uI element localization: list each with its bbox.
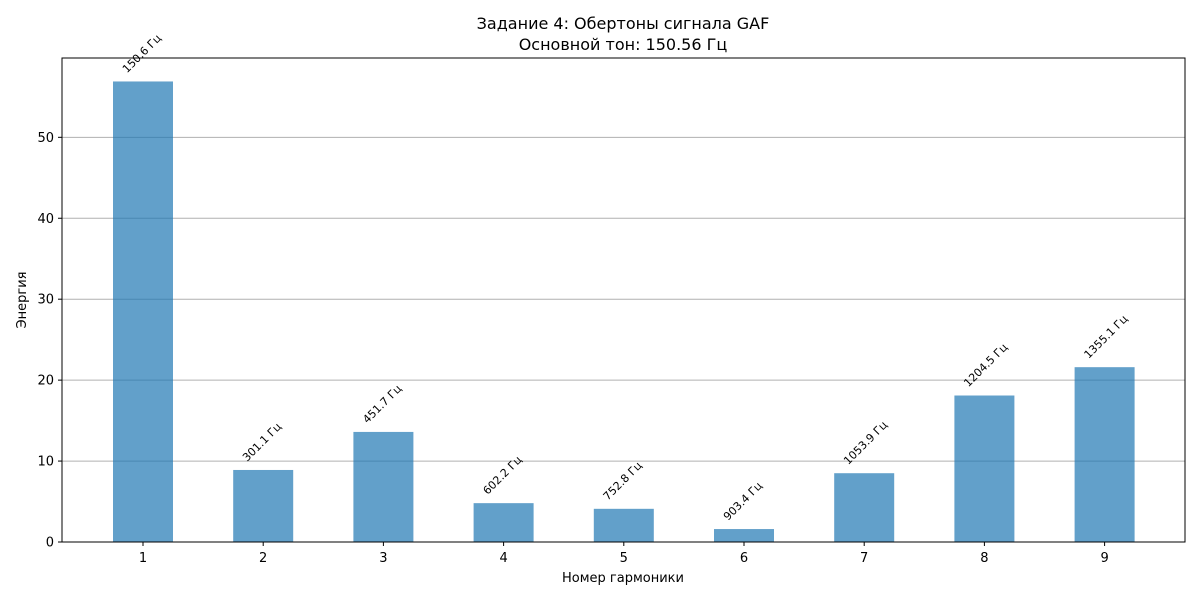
x-tick-label-1: 1 — [139, 551, 147, 566]
x-tick-label-9: 9 — [1100, 551, 1108, 566]
bar-8 — [954, 395, 1015, 542]
x-tick-label-7: 7 — [860, 551, 868, 566]
chart-subtitle: Основной тон: 150.56 Гц — [519, 35, 728, 54]
grid-lines — [62, 136, 1185, 462]
bar-label-3: 451.7 Гц — [360, 382, 404, 426]
x-tick-label-2: 2 — [259, 551, 267, 566]
bar-label-8: 1204.5 Гц — [961, 341, 1010, 390]
y-tick-label-1: 10 — [37, 455, 54, 470]
bar-3 — [353, 431, 414, 542]
y-tick-label-3: 30 — [37, 293, 54, 308]
bar-6 — [714, 529, 774, 542]
x-tick-label-5: 5 — [620, 551, 628, 566]
y-axis-label: Энергия — [15, 272, 30, 329]
bar-5 — [593, 508, 654, 542]
y-tick-label-2: 20 — [37, 374, 54, 389]
bar-7 — [834, 473, 895, 542]
bars — [113, 81, 1135, 543]
x-tick-label-8: 8 — [980, 551, 988, 566]
x-tick-label-4: 4 — [499, 551, 507, 566]
bar-label-9: 1355.1 Гц — [1082, 312, 1131, 361]
x-tick-label-3: 3 — [379, 551, 387, 566]
bar-label-2: 301.1 Гц — [240, 420, 284, 464]
bar-4 — [473, 503, 534, 542]
chart-title: Задание 4: Обертоны сигнала GAF — [477, 14, 770, 33]
bar-label-7: 1053.9 Гц — [841, 418, 890, 467]
bar-label-4: 602.2 Гц — [481, 453, 525, 497]
x-axis-ticks: 1 2 3 4 5 6 7 8 9 — [139, 542, 1109, 566]
bar-label-6: 903.4 Гц — [721, 479, 765, 523]
y-tick-label-5: 50 — [37, 131, 54, 146]
plot-frame — [61, 57, 1186, 543]
bar-label-1: 150.6 Гц — [120, 32, 164, 76]
bar-9 — [1074, 367, 1135, 542]
y-axis-ticks: 0 10 20 30 40 50 — [37, 131, 62, 551]
x-tick-label-6: 6 — [740, 551, 748, 566]
x-axis-label: Номер гармоники — [562, 571, 684, 586]
y-tick-label-0: 0 — [46, 536, 54, 551]
bar-label-5: 752.8 Гц — [601, 459, 645, 503]
y-tick-label-4: 40 — [37, 212, 54, 227]
bar-2 — [233, 469, 294, 542]
bar-1 — [113, 81, 173, 543]
